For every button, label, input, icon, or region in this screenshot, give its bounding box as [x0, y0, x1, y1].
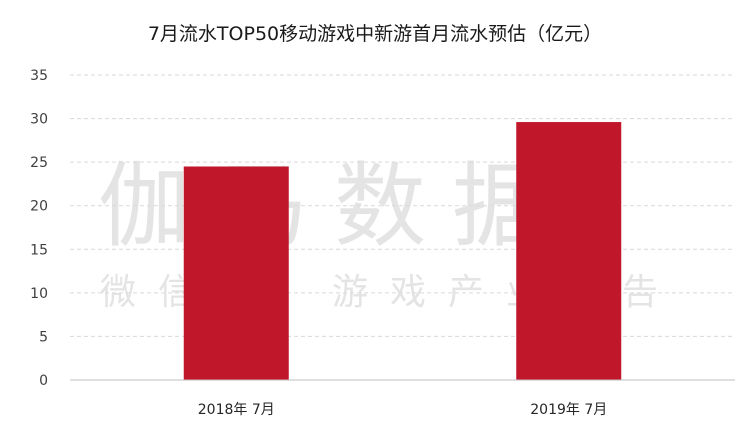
watermark-main: 伽马数据 [98, 153, 570, 260]
y-axis-ticks: 0 5 10 15 20 25 30 35 [30, 68, 48, 389]
bar [183, 166, 289, 380]
bar [516, 122, 622, 381]
x-category-label: 2018年 7月 [198, 402, 275, 418]
y-tick-label: 10 [30, 286, 48, 302]
y-tick-label: 15 [30, 242, 48, 258]
gridlines [70, 74, 735, 337]
bars [183, 122, 622, 381]
x-category-label: 2019年 7月 [530, 402, 607, 418]
y-tick-label: 0 [39, 373, 48, 389]
chart-title: 7月流水TOP50移动游戏中新游首月流水预估（亿元） [148, 23, 602, 45]
x-axis-categories: 2018年 7月 2019年 7月 [198, 402, 608, 418]
y-tick-label: 25 [30, 155, 48, 171]
y-tick-label: 20 [30, 199, 48, 215]
y-tick-label: 35 [30, 68, 48, 84]
y-tick-label: 30 [30, 112, 48, 128]
y-tick-label: 5 [39, 329, 48, 345]
